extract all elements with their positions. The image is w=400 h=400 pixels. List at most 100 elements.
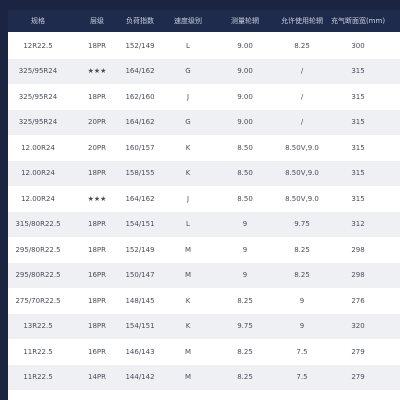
table-cell: 12.00R24 [21,169,55,178]
table-cell: 164/162 [125,118,155,127]
table-cell: 18PR [88,245,106,254]
table-row: 275/70R22.5 18PR 148/145 K 8.25 9 276 [8,288,400,314]
table-cell: K [185,169,191,178]
table-cell: 11R22.5 [23,373,53,382]
table-cell: 325/95R24 [18,118,58,127]
table-cell: 8.25 [237,347,253,356]
table-cell: 154/151 [125,220,155,229]
table-cell: 8.50 [237,169,253,178]
table-cell: 9.00 [237,118,253,127]
table-cell: M [184,245,192,254]
table-cell: 315 [351,92,365,101]
header-cell: 层级 [90,17,104,25]
table-cell: 300 [351,41,365,50]
table-cell: 14PR [88,373,106,382]
table-cell: 7.5 [296,347,308,356]
table-cell: ★★★ [87,194,107,203]
table-cell: 9.00 [237,92,253,101]
table-row: 11R22.5 14PR 144/142 M 8.25 7.5 279 [8,364,400,390]
table-cell: 12.00R24 [21,143,55,152]
table-cell: 18PR [88,322,106,331]
table-row: 13R22.5 18PR 154/151 K 9.75 9 320 [8,313,400,339]
table-cell: 8.50V,9.0 [285,169,319,178]
table-cell: 12.00R24 [21,194,55,203]
table-cell: L [186,220,190,229]
table-cell: 9 [242,220,248,229]
table-cell: 8.25 [237,373,253,382]
table-row: 325/95R24 20PR 164/162 G 9.00 / 315 [8,109,400,135]
table-cell: 18PR [88,220,106,229]
table-cell: 164/162 [125,67,155,76]
table-cell: 315 [351,143,365,152]
table-cell: 312 [351,220,365,229]
table-row: 12.00R24 20PR 160/157 K 8.50 8.50V,9.0 315 [8,135,400,161]
table-cell: 295/80R22.5 [15,271,61,280]
table-cell: 16PR [88,271,106,280]
table-cell: J [186,92,190,101]
table-row: 315/80R22.5 18PR 154/151 L 9 9.75 312 [8,211,400,237]
table-cell: 8.25 [294,271,310,280]
table-cell: 16PR [88,347,106,356]
table-row: 325/95R24 ★★★ 164/162 G 9.00 / 315 [8,58,400,84]
table-cell: 9 [299,322,305,331]
table-cell: 18PR [88,169,106,178]
table-cell: 275/70R22.5 [15,296,61,305]
table-row: 12.00R24 18PR 158/155 K 8.50 8.50V,9.0 315 [8,160,400,186]
table-cell: 13R22.5 [23,322,53,331]
table-cell: 8.50V,9.0 [285,194,319,203]
table-cell: J [186,194,190,203]
table-cell: 12R22.5 [23,41,53,50]
table-cell: 148/145 [125,296,155,305]
table-cell: K [185,322,191,331]
table-cell: 279 [351,347,365,356]
header-cell: 规格 [31,17,45,25]
table-cell: 144/142 [125,373,155,382]
table-cell: 9 [242,271,248,280]
table-cell: 9 [242,245,248,254]
table-row: 295/80R22.5 16PR 150/147 M 9 8.25 298 [8,262,400,288]
header-cell: 充气断面宽(mm) [330,17,386,25]
table-cell: K [185,296,191,305]
table-cell: ★★★ [87,67,107,76]
table-cell: 9.00 [237,67,253,76]
table-cell: 164/162 [125,194,155,203]
table-cell: 315 [351,67,365,76]
header-cell: 允许使用轮辋 [281,17,323,25]
table-row: 325/95R24 18PR 162/160 J 9.00 / 315 [8,84,400,110]
table-cell: 18PR [88,92,106,101]
table-cell: 7.5 [296,373,308,382]
table-cell: M [184,271,192,280]
table-cell: 315 [351,169,365,178]
table-cell: 18PR [88,296,106,305]
table-cell: 279 [351,373,365,382]
table-cell: 315 [351,194,365,203]
table-cell: 154/151 [125,322,155,331]
table-cell: 150/147 [125,271,155,280]
table-row: 11R22.5 16PR 146/143 M 8.25 7.5 279 [8,339,400,365]
table-cell: 325/95R24 [18,92,58,101]
table-cell: K [185,143,191,152]
table-cell: 276 [351,296,365,305]
table-cell: 298 [351,271,365,280]
table-cell: L [186,41,190,50]
table-cell: 160/157 [125,143,155,152]
table-cell: 20PR [88,118,106,127]
table-cell: 9.00 [237,41,253,50]
table-cell: M [184,347,192,356]
table-cell: 152/149 [125,245,155,254]
table-cell: 8.25 [294,245,310,254]
table-cell: 9.75 [294,220,310,229]
table-cell: 325/95R24 [18,67,58,76]
table-cell: 315/80R22.5 [15,220,61,229]
table-cell: 8.50 [237,143,253,152]
spec-table: 规格 层级 负荷指数 速度级别 测量轮辋 允许使用轮辋 充气断面宽(mm) 12R22.5 18… [8,10,400,400]
table-cell: 8.25 [237,296,253,305]
header-cell: 负荷指数 [126,17,154,25]
table-cell: 18PR [88,41,106,50]
header-cell: 测量轮辋 [231,17,259,25]
header-row: 规格 层级 负荷指数 速度级别 测量轮辋 允许使用轮辋 充气断面宽(mm) [8,10,400,32]
table-cell: 162/160 [125,92,155,101]
table-cell: / [300,92,304,101]
table-cell: 320 [351,322,365,331]
